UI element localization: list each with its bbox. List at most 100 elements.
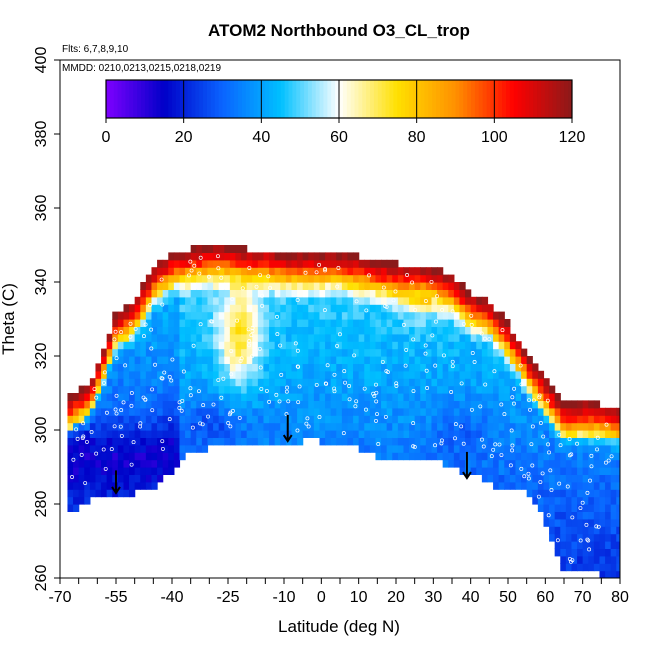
heatmap-cell	[571, 563, 578, 572]
heatmap-cell	[476, 422, 483, 431]
heatmap-cell	[599, 481, 606, 490]
heatmap-cell	[263, 370, 270, 379]
heatmap-cell	[285, 430, 293, 438]
heatmap-cell	[229, 311, 237, 320]
heatmap-cell	[560, 415, 567, 424]
sample-point	[424, 368, 429, 373]
heatmap-cell	[409, 393, 416, 401]
heatmap-cell	[610, 481, 617, 490]
heatmap-cell	[297, 378, 304, 387]
heatmap-cell	[358, 311, 365, 320]
heatmap-cell	[347, 252, 354, 261]
heatmap-cell	[358, 319, 365, 327]
heatmap-cell	[129, 356, 136, 364]
heatmap-cell	[246, 378, 253, 387]
heatmap-cell	[347, 289, 354, 298]
heatmap-cell	[549, 496, 556, 505]
heatmap-cell	[521, 467, 528, 475]
heatmap-cell	[145, 319, 153, 327]
colorbar-segment	[486, 80, 491, 118]
heatmap-cell	[325, 363, 332, 372]
heatmap-cell	[246, 319, 253, 327]
heatmap-cell	[285, 356, 293, 364]
heatmap-cell	[459, 289, 466, 298]
heatmap-cell	[599, 444, 606, 453]
heatmap-cell	[386, 282, 393, 290]
heatmap-cell	[252, 415, 259, 424]
heatmap-cell	[442, 341, 449, 350]
heatmap-cell	[168, 400, 175, 409]
heatmap-cell	[129, 467, 136, 475]
heatmap-cell	[224, 259, 231, 268]
heatmap-cell	[375, 348, 382, 357]
heatmap-cell	[190, 370, 197, 379]
heatmap-cell	[162, 437, 169, 446]
heatmap-cell	[414, 267, 421, 276]
sample-point	[129, 391, 134, 395]
sample-point	[500, 328, 505, 333]
heatmap-cell	[319, 289, 326, 298]
heatmap-cell	[134, 481, 141, 490]
heatmap-cell	[504, 363, 511, 372]
heatmap-cell	[67, 481, 74, 490]
heatmap-cell	[257, 252, 265, 261]
heatmap-cell	[364, 356, 371, 364]
heatmap-cell	[73, 422, 80, 431]
heatmap-cell	[437, 400, 444, 409]
heatmap-cell	[498, 326, 505, 335]
sample-point	[323, 268, 327, 273]
heatmap-cell	[280, 422, 287, 431]
sample-point	[578, 538, 583, 543]
heatmap-cell	[145, 326, 153, 335]
heatmap-cell	[532, 452, 539, 461]
heatmap-cell	[392, 348, 399, 357]
heatmap-cell	[420, 333, 427, 342]
sample-point	[405, 273, 410, 277]
heatmap-cell	[101, 400, 108, 409]
heatmap-cell	[201, 296, 209, 305]
heatmap-cell	[347, 259, 354, 268]
heatmap-cell	[218, 385, 225, 394]
heatmap-cell	[448, 378, 455, 387]
heatmap-cell	[588, 533, 595, 542]
sample-point	[285, 385, 290, 390]
sample-point	[112, 337, 117, 342]
heatmap-cell	[168, 311, 175, 320]
heatmap-cell	[465, 385, 472, 394]
colorbar-segment	[354, 80, 359, 118]
sample-point	[278, 343, 283, 348]
heatmap-cell	[336, 363, 343, 372]
heatmap-cell	[397, 378, 405, 387]
heatmap-cell	[375, 356, 382, 364]
heatmap-cell	[207, 333, 214, 342]
heatmap-cell	[162, 430, 169, 438]
heatmap-cell	[151, 422, 158, 431]
sample-point	[83, 481, 88, 485]
heatmap-cell	[476, 467, 483, 475]
heatmap-cell	[101, 481, 108, 490]
heatmap-cell	[269, 289, 276, 298]
heatmap-cell	[157, 259, 164, 268]
heatmap-cell	[95, 422, 102, 431]
sample-point	[385, 370, 390, 374]
heatmap-cell	[498, 363, 505, 372]
heatmap-cell	[190, 304, 197, 313]
heatmap-cell	[386, 356, 393, 364]
heatmap-cell	[420, 274, 427, 283]
heatmap-cell	[291, 267, 298, 276]
sample-point	[228, 410, 233, 415]
sample-point	[450, 359, 455, 364]
heatmap-cell	[117, 356, 125, 364]
heatmap-cell	[179, 422, 186, 431]
heatmap-cell	[106, 407, 113, 416]
heatmap-cell	[241, 422, 248, 431]
heatmap-cell	[213, 319, 220, 327]
heatmap-cell	[179, 333, 186, 342]
heatmap-cell	[185, 407, 192, 416]
heatmap-cell	[369, 415, 377, 424]
heatmap-cell	[84, 496, 91, 505]
heatmap-cell	[431, 319, 438, 327]
heatmap-cell	[554, 481, 561, 490]
heatmap-cell	[179, 341, 186, 350]
sample-point	[228, 424, 233, 429]
